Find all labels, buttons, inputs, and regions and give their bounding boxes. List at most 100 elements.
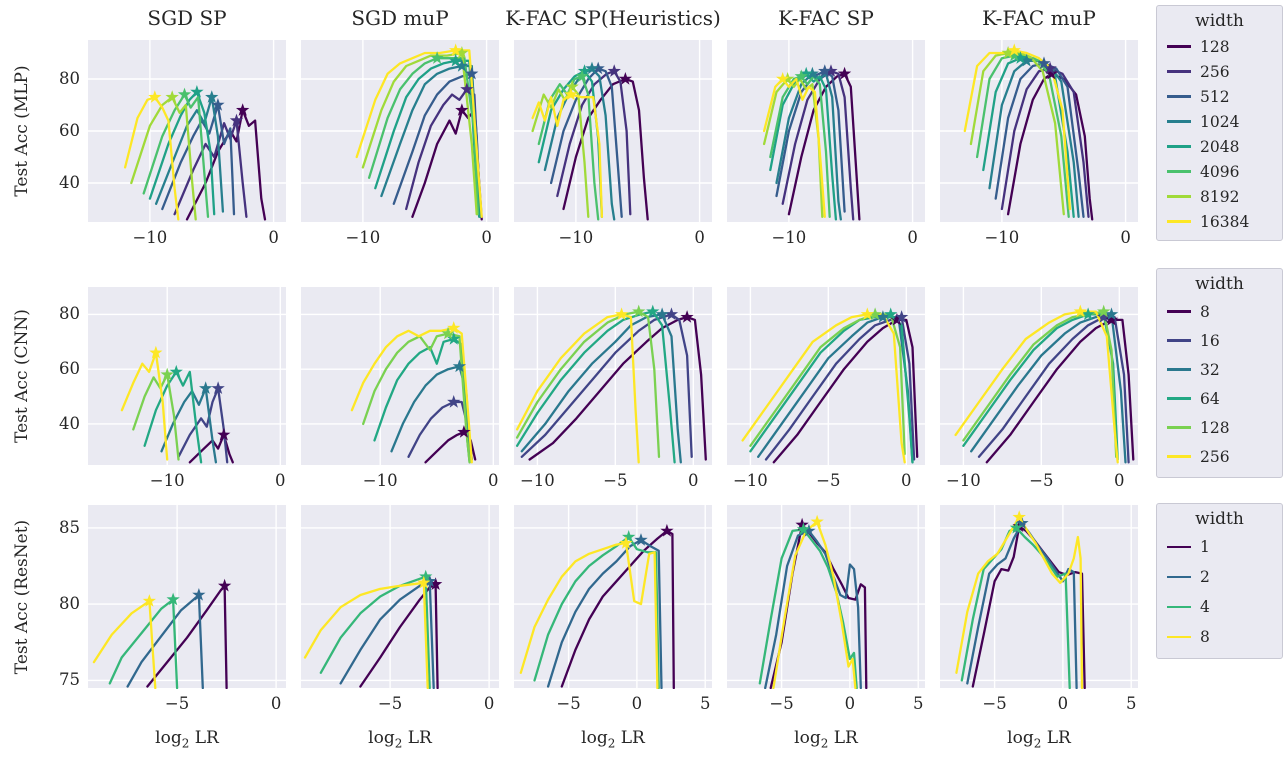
legend-entry: 128 (1167, 413, 1272, 442)
series-line-width-8 (955, 516, 1084, 689)
legend-entry-label: 512 (1200, 87, 1230, 106)
peak-star-marker (199, 381, 213, 394)
peak-star-marker (166, 592, 180, 606)
series-line-width-8 (528, 315, 707, 461)
peak-star-marker (646, 304, 660, 318)
legend-entry-label: 128 (1200, 37, 1230, 56)
series-line-width-128 (962, 310, 1118, 458)
peak-star-marker (142, 594, 156, 607)
plot-background (940, 505, 1138, 688)
peak-star-marker (795, 517, 809, 531)
peak-star-marker (794, 69, 808, 83)
peak-star-marker (1012, 510, 1026, 523)
y-tick-label: 60 (59, 359, 80, 379)
series-line-width-512 (775, 70, 846, 213)
legend-line-sample (1167, 368, 1191, 371)
y-axis-label: Test Acc (ResNet) (12, 519, 32, 674)
peak-star-marker (1020, 53, 1034, 67)
series-line-width-64 (143, 370, 203, 464)
peak-star-marker (607, 64, 621, 77)
x-tick-label: −5 (603, 471, 627, 490)
peak-star-marker (1097, 310, 1111, 323)
peak-star-marker (591, 61, 605, 75)
peak-star-marker (1015, 516, 1029, 529)
legend-entry: 128 (1167, 34, 1272, 59)
peak-star-marker (860, 307, 874, 320)
series-line-width-256 (515, 313, 640, 464)
legend-entry-label: 256 (1200, 447, 1230, 466)
peak-star-marker (664, 307, 679, 320)
legend-line-sample (1167, 120, 1191, 123)
x-tick-label: −5 (1029, 471, 1053, 490)
series-line-width-8192 (130, 96, 197, 221)
peak-star-marker (1007, 48, 1021, 62)
legend-entry-label: 256 (1200, 62, 1230, 81)
subplot-resnet-sgd-sp: −5 0 (88, 505, 286, 713)
series-line-width-64 (515, 310, 676, 464)
subplot-cnn-kfac-sp-heuristics: −10 −5 0 (514, 287, 712, 490)
x-axis-label: log2 LR (1007, 728, 1071, 751)
legend-entry-label: 2048 (1200, 137, 1240, 156)
x-tick-label: −10 (984, 228, 1019, 247)
legend-entry: 4 (1167, 592, 1272, 622)
legend-title: width (1195, 11, 1244, 31)
peak-star-marker (165, 90, 179, 103)
x-tick-label: 0 (1058, 694, 1069, 713)
series-line-width-4096 (367, 57, 480, 216)
series-line-width-128 (749, 313, 906, 456)
x-tick-label: −5 (816, 471, 840, 490)
x-tick-label: 0 (271, 694, 282, 713)
peak-star-marker (796, 522, 811, 536)
subplot-mlp-kfac-sp: −10 0 (727, 40, 925, 247)
y-tick-label: 75 (59, 670, 80, 690)
peak-star-marker (619, 536, 633, 549)
peak-star-marker (876, 310, 890, 323)
peak-star-marker (1104, 312, 1119, 326)
legend-entry: 1024 (1167, 109, 1272, 134)
legend-entry-label: 16384 (1200, 212, 1250, 231)
legend-line-sample (1167, 70, 1191, 73)
x-tick-label: 0 (481, 228, 492, 247)
peak-star-marker (680, 310, 694, 323)
series-line-width-16 (520, 313, 693, 458)
x-tick-label: −10 (771, 228, 806, 247)
series-line-width-256 (741, 313, 906, 464)
series-line-width-4 (758, 528, 858, 689)
series-line-width-16 (764, 315, 916, 461)
series-line-width-8 (188, 433, 234, 464)
legend-line-sample (1167, 635, 1191, 639)
y-tick-label: 80 (59, 304, 80, 324)
peak-star-marker (236, 103, 250, 116)
series-line-width-64 (373, 337, 471, 464)
plot-background (88, 505, 286, 688)
legend-line-sample (1167, 455, 1191, 458)
legend-line-sample (1167, 339, 1191, 342)
legend-entry-label: 8 (1200, 302, 1210, 321)
peak-star-marker (1037, 56, 1051, 70)
x-tick-label: 0 (632, 694, 643, 713)
legend-line-sample (1167, 605, 1191, 609)
legend-line-sample (1167, 145, 1191, 148)
peak-star-marker (192, 588, 206, 601)
col-title: K-FAC SP(Heuristics) (505, 6, 721, 30)
peak-star-marker (614, 307, 629, 320)
x-tick-label: 0 (268, 228, 279, 247)
x-tick-label: 5 (913, 694, 924, 713)
legend-line-sample (1167, 195, 1191, 198)
peak-star-marker (1097, 304, 1111, 318)
peak-star-marker (781, 72, 795, 85)
peak-star-marker (449, 53, 463, 67)
series-line-width-32 (970, 313, 1127, 464)
x-tick-label: −10 (345, 228, 380, 247)
legend-line-sample (1167, 397, 1191, 400)
col-title: K-FAC muP (982, 6, 1096, 30)
x-axis-label: log2 LR (794, 728, 858, 751)
legend-line-sample (1167, 545, 1191, 549)
col-title: K-FAC SP (778, 6, 874, 30)
series-line-width-128 (787, 72, 861, 221)
x-tick-label: −5 (378, 694, 402, 713)
peak-star-marker (455, 103, 469, 116)
x-tick-label: 0 (275, 471, 286, 490)
peak-star-marker (634, 533, 648, 546)
